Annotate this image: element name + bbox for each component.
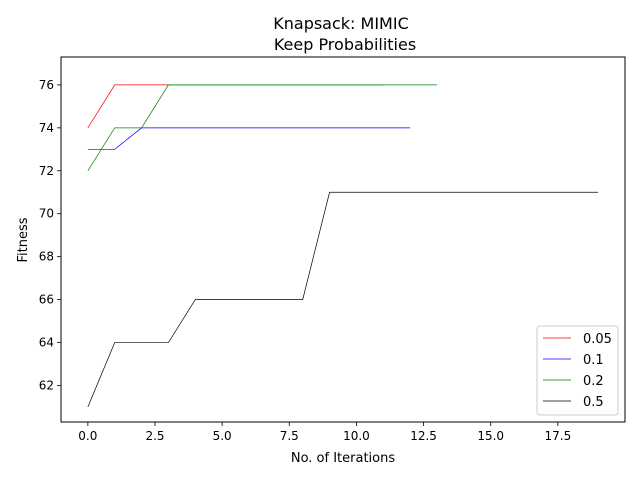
legend-label: 0.05 (583, 332, 612, 347)
chart-subtitle: Keep Probabilities (274, 35, 416, 54)
x-tick-label: 7.5 (280, 429, 299, 443)
x-tick-label: 2.5 (145, 429, 164, 443)
y-tick-label: 68 (39, 250, 54, 264)
legend: 0.05 0.1 0.2 0.5 (536, 325, 619, 416)
y-tick-label: 76 (39, 78, 54, 92)
x-tick-label: 17.5 (544, 429, 571, 443)
y-tick-label: 70 (39, 207, 54, 221)
y-tick-label: 72 (39, 164, 54, 178)
y-tick-label: 66 (39, 293, 54, 307)
y-tick-label: 62 (39, 379, 54, 393)
y-axis: 62 64 66 68 70 72 74 76 (39, 78, 61, 393)
legend-label: 0.2 (583, 374, 604, 389)
y-tick-label: 74 (39, 121, 54, 135)
chart-title: Knapsack: MIMIC (273, 14, 409, 33)
plot-frame (60, 56, 626, 423)
x-tick-label: 15.0 (477, 429, 504, 443)
x-tick-label: 12.5 (410, 429, 437, 443)
y-axis-label: Fitness (16, 217, 31, 262)
y-tick-label: 64 (39, 336, 54, 350)
x-axis: 0.0 2.5 5.0 7.5 10.0 12.5 15.0 17.5 (78, 422, 571, 443)
series-line-0.2 (87, 84, 437, 171)
plot-area (87, 84, 599, 408)
x-tick-label: 5.0 (213, 429, 232, 443)
series-line-0.05 (87, 84, 384, 129)
legend-label: 0.5 (583, 395, 604, 410)
x-tick-label: 10.0 (343, 429, 370, 443)
legend-box (536, 325, 619, 416)
series-line-0.5 (87, 191, 599, 408)
x-tick-label: 0.0 (78, 429, 97, 443)
x-axis-label: No. of Iterations (291, 451, 396, 466)
legend-label: 0.1 (583, 353, 604, 368)
series-line-0.1 (87, 127, 411, 150)
